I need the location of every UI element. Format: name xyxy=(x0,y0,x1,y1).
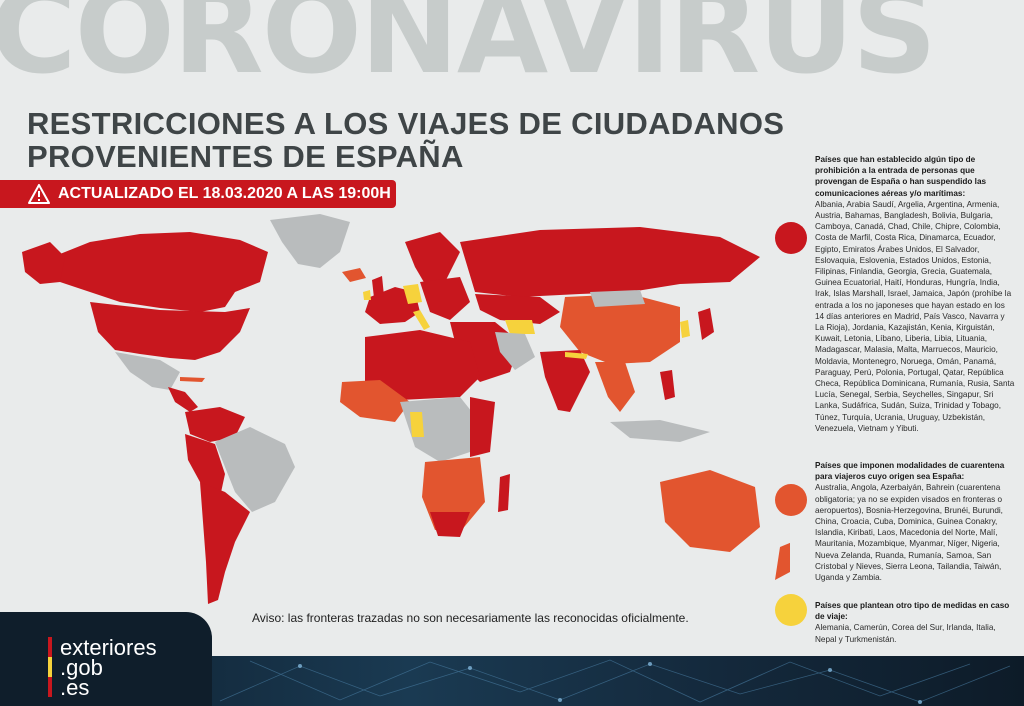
banner-title: CORONAVIRUS xyxy=(0,0,937,100)
map-greenland xyxy=(270,214,350,268)
map-south-africa xyxy=(430,512,470,537)
map-canada xyxy=(40,232,268,312)
map-brazil xyxy=(215,427,295,512)
logo-box xyxy=(0,612,212,706)
disclaimer: Aviso: las fronteras trazadas no son nec… xyxy=(252,611,689,625)
red-dot-icon xyxy=(775,222,807,254)
map-east-africa xyxy=(470,397,495,457)
map-china xyxy=(560,294,680,364)
map-turkmenistan xyxy=(505,320,535,334)
map-italy xyxy=(413,310,430,330)
warning-icon xyxy=(28,184,50,204)
map-north-africa xyxy=(365,330,480,400)
map-central-america xyxy=(168,387,198,412)
map-korea xyxy=(680,320,690,338)
map-colombia-venezuela xyxy=(185,407,245,442)
title-line-1: RESTRICCIONES A LOS VIAJES DE CIUDADANOS xyxy=(27,106,785,141)
logo[interactable]: exteriores .gob .es xyxy=(60,635,157,700)
map-peru-bolivia xyxy=(185,434,225,497)
map-nepal xyxy=(565,352,588,359)
legend-countries: Alemania, Camerún, Corea del Sur, Irland… xyxy=(815,623,996,644)
world-map xyxy=(22,214,790,604)
legend-countries: Australia, Angola, Azerbaiyán, Bahrein (… xyxy=(815,483,1003,583)
updated-text: ACTUALIZADO EL 18.03.2020 A LAS 19:00H xyxy=(58,185,391,202)
map-indonesia xyxy=(610,420,710,442)
map-scandinavia xyxy=(405,232,460,284)
map-ireland xyxy=(363,290,371,300)
legend-heading: Países que han establecido algún tipo de… xyxy=(815,155,987,198)
flag-bar xyxy=(48,637,52,697)
map-madagascar xyxy=(498,474,510,512)
page-title: RESTRICCIONES A LOS VIAJES DE CIUDADANOS… xyxy=(27,107,784,173)
legend-heading: Países que plantean otro tipo de medidas… xyxy=(815,601,1010,622)
map-cuba xyxy=(180,377,205,382)
map-kazakhstan xyxy=(475,294,560,324)
map-west-africa xyxy=(340,380,410,422)
map-india xyxy=(540,350,590,412)
orange-dot-icon xyxy=(775,484,807,516)
map-iceland xyxy=(342,268,366,282)
yellow-dot-icon xyxy=(775,594,807,626)
map-philippines xyxy=(660,370,675,400)
map-new-zealand xyxy=(775,542,790,580)
legend-countries: Albania, Arabia Saudí, Argelia, Argentin… xyxy=(815,199,1015,433)
map-japan xyxy=(698,308,714,340)
title-line-2: PROVENIENTES DE ESPAÑA xyxy=(27,139,464,174)
map-southern-cone xyxy=(200,482,250,604)
map-uk xyxy=(372,276,384,298)
logo-line-1: exteriores xyxy=(60,635,157,660)
legend-heading: Países que imponen modalidades de cuaren… xyxy=(815,461,1005,482)
map-australia xyxy=(660,470,760,552)
map-cameroon xyxy=(410,412,424,437)
map-mongolia xyxy=(590,290,645,307)
map-alaska xyxy=(22,242,65,284)
logo-line-2: .gob xyxy=(60,655,103,680)
map-usa xyxy=(90,302,250,360)
updated-badge: ACTUALIZADO EL 18.03.2020 A LAS 19:00H xyxy=(0,180,396,208)
logo-line-3: .es xyxy=(60,675,90,700)
map-europe-east xyxy=(420,277,470,320)
map-russia xyxy=(460,227,760,297)
map-iran xyxy=(495,332,535,370)
map-germany xyxy=(403,284,422,304)
map-mexico xyxy=(115,352,180,390)
map-se-asia xyxy=(595,362,635,412)
